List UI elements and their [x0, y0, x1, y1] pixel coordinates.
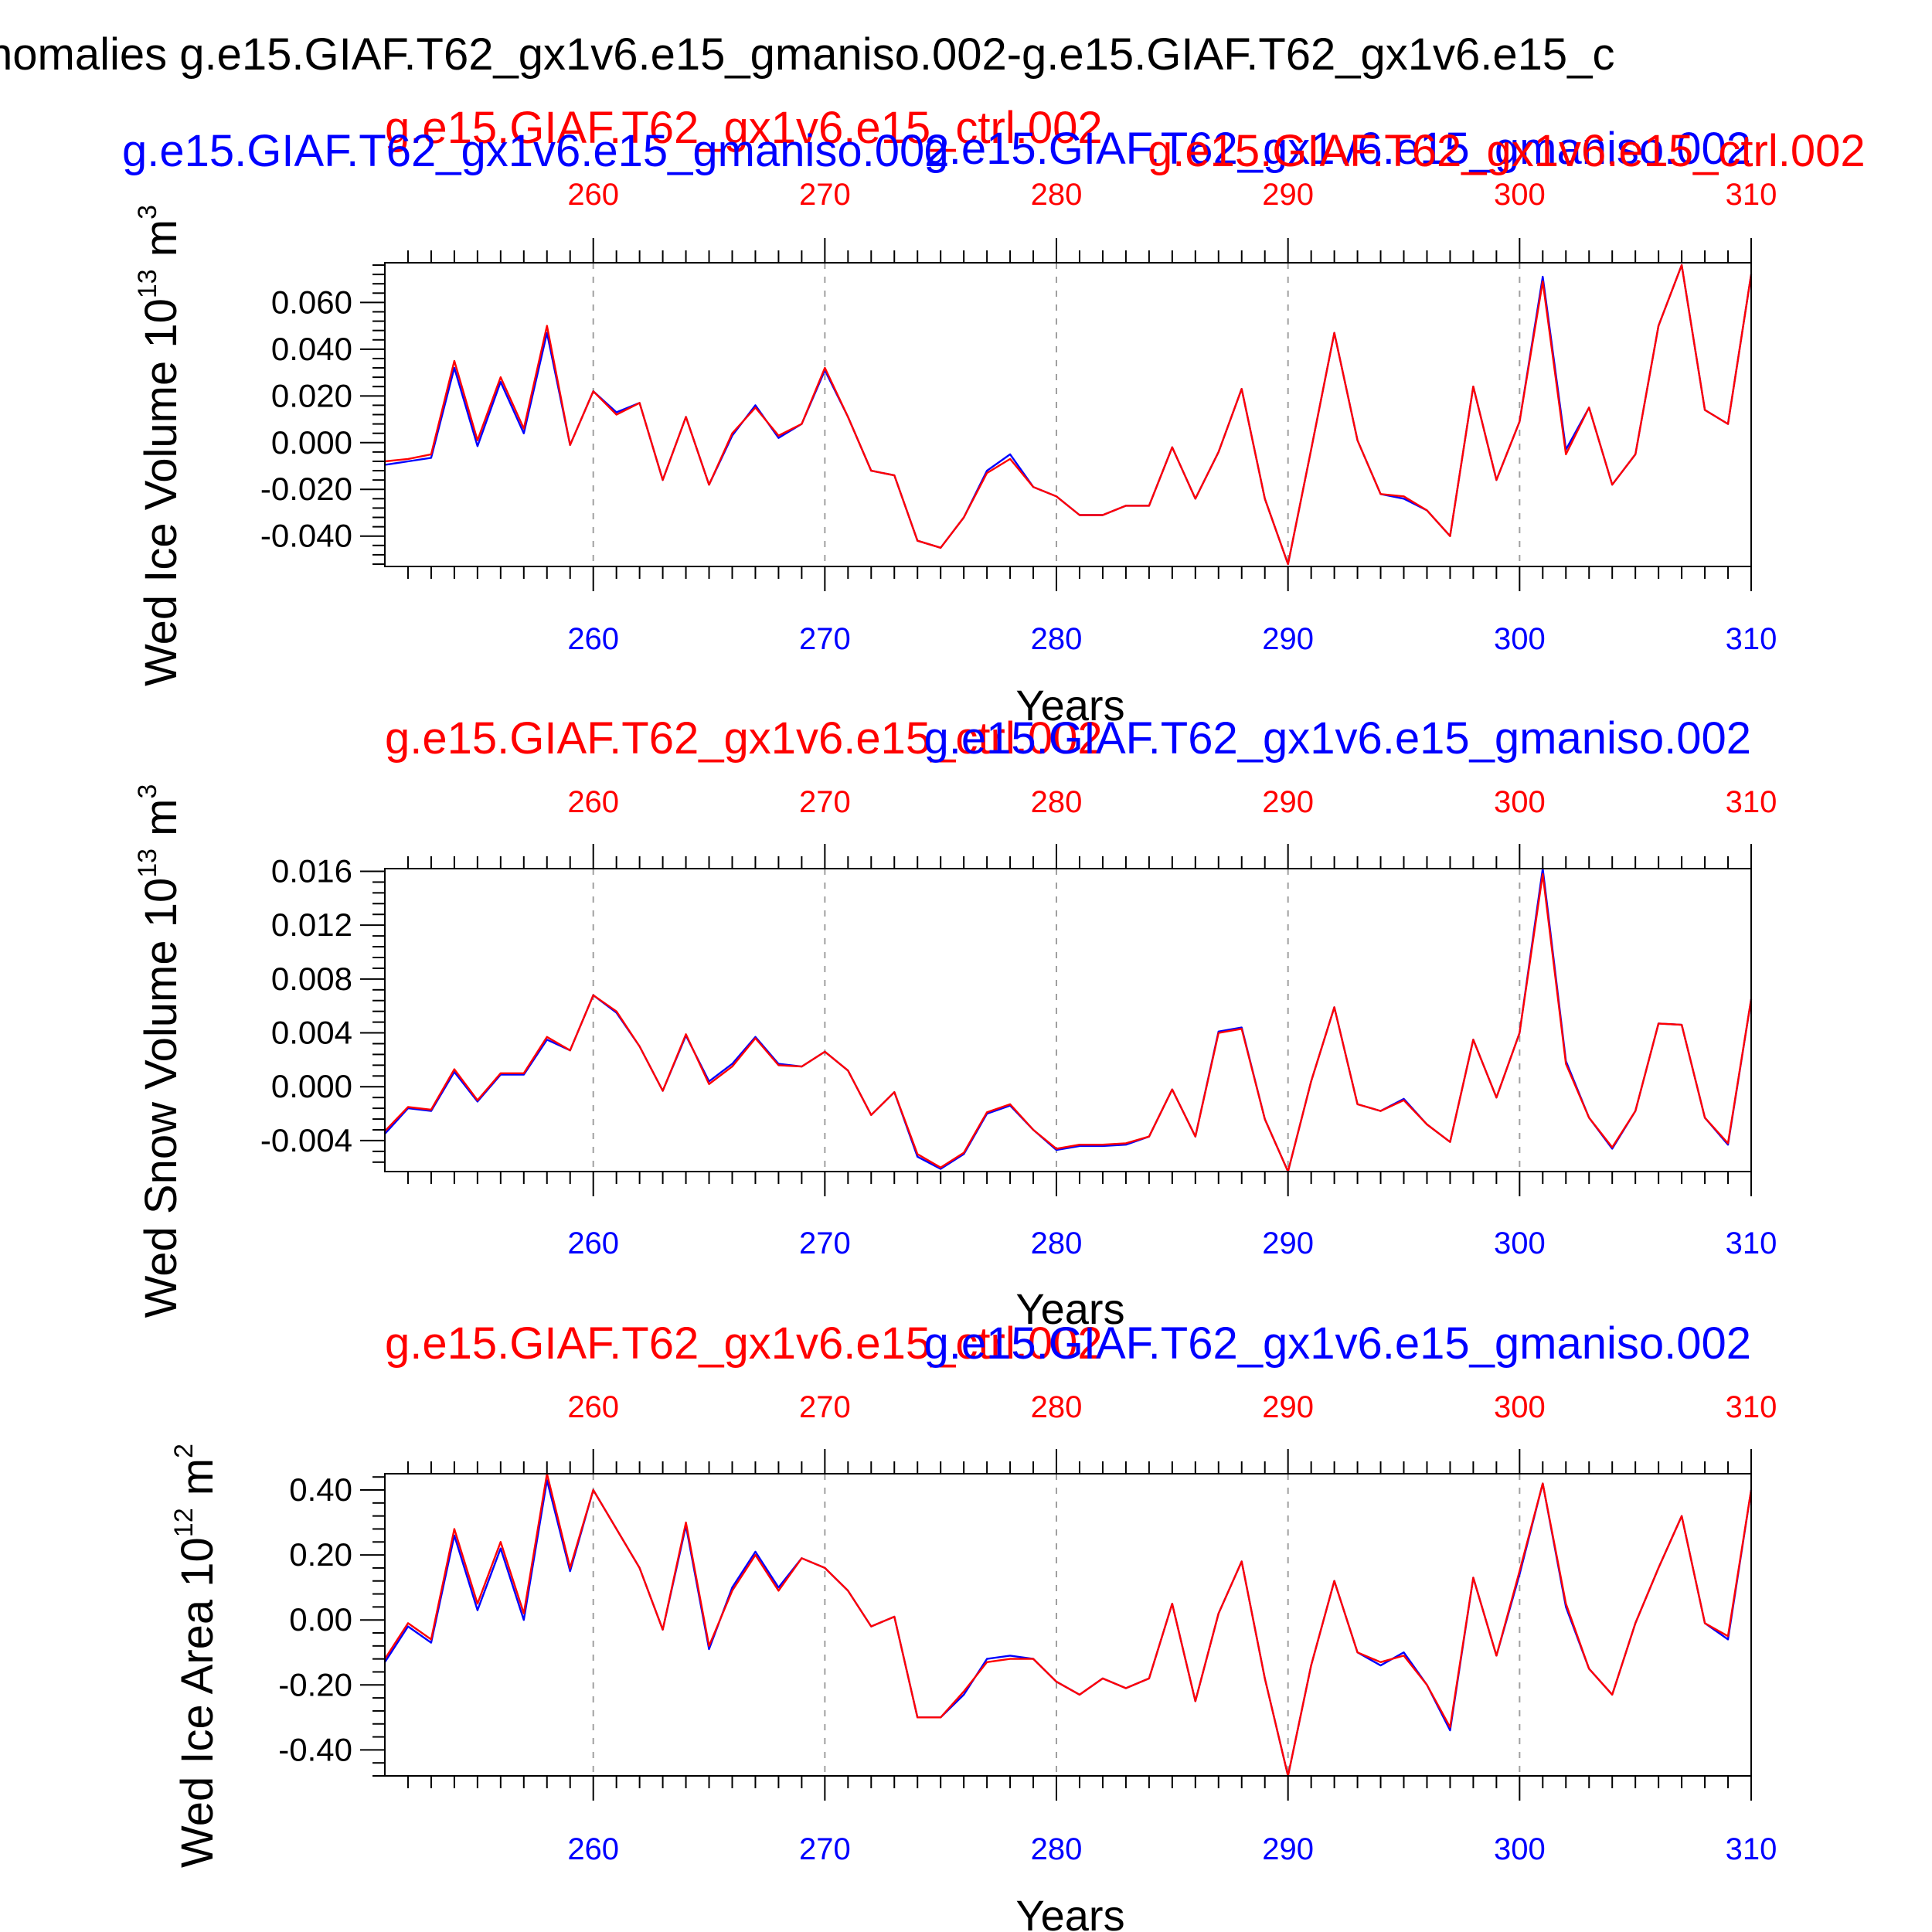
x-tick-label-top: 260: [567, 1390, 619, 1424]
x-tick-label-bottom: 300: [1494, 1832, 1546, 1866]
x-tick-label-top: 280: [1031, 1390, 1083, 1424]
y-label-unit-exponent: 2: [169, 1444, 199, 1458]
y-tick-label: 0.000: [271, 1068, 352, 1104]
y-tick-label: 0.008: [271, 961, 352, 997]
x-tick-label-top: 270: [799, 178, 851, 212]
plot-frame: [384, 1473, 1752, 1777]
x-axis-label: Years: [1015, 1891, 1124, 1932]
x-tick-label-bottom: 290: [1262, 1226, 1314, 1260]
x-tick-label-bottom: 290: [1262, 1832, 1314, 1866]
case-title-ctrl-extra: g.e15.GIAF.T62_gx1v6.e15_ctrl.002: [1148, 126, 1866, 176]
x-tick-label-top: 290: [1262, 785, 1314, 819]
x-tick-label-bottom: 260: [567, 1832, 619, 1866]
x-tick-label-top: 310: [1726, 1390, 1777, 1424]
x-tick-label-bottom: 280: [1031, 1832, 1083, 1866]
y-label-unit: m: [172, 1458, 223, 1508]
case-title-ctrl: g.e15.GIAF.T62_gx1v6.e15_ctrl.002: [385, 713, 1103, 764]
x-tick-label-top: 300: [1494, 178, 1546, 212]
x-tick-label-top: 290: [1262, 178, 1314, 212]
y-tick-label: -0.40: [278, 1731, 352, 1767]
y-axis-label: Wed Ice Area 1012 m2: [169, 1444, 223, 1868]
x-axis-label: Years: [1015, 1284, 1124, 1333]
y-tick-label: 0.20: [289, 1536, 352, 1573]
case-title-ctrl: g.e15.GIAF.T62_gx1v6.e15_ctrl.002: [385, 103, 1103, 153]
x-tick-label-top: 260: [567, 785, 619, 819]
x-tick-label-bottom: 270: [799, 622, 851, 656]
y-tick-label: -0.020: [260, 471, 352, 507]
y-tick-label: 0.004: [271, 1015, 352, 1051]
series-line-gmaniso: [384, 867, 1753, 1173]
x-tick-label-bottom: 270: [799, 1226, 851, 1260]
y-tick-label: 0.00: [289, 1601, 352, 1638]
y-label-text: Wed Snow Volume 10: [136, 878, 186, 1318]
panel-3: -0.40 -0.20 0.00 0.20 0.40 260 260 270 270 280 280…: [169, 1318, 1777, 1932]
y-label-exponent: 13: [133, 849, 162, 878]
panel-1: -0.040 -0.020 0.000 0.020 0.040 0.060 260 260 27…: [122, 103, 1866, 730]
x-tick-label-top: 260: [567, 178, 619, 212]
case-title-ctrl: g.e15.GIAF.T62_gx1v6.e15_ctrl.002: [385, 1318, 1103, 1369]
case-title-gmaniso-extra: g.e15.GIAF.T62_gx1v6.e15_gmaniso.002: [122, 126, 950, 176]
case-title-gmaniso: g.e15.GIAF.T62_gx1v6.e15_gmaniso.002: [923, 1318, 1751, 1369]
x-tick-label-top: 310: [1726, 178, 1777, 212]
plot-frame: [384, 868, 1752, 1172]
case-title-gmaniso: g.e15.GIAF.T62_gx1v6.e15_gmaniso.002: [923, 124, 1751, 174]
x-tick-label-bottom: 300: [1494, 1226, 1546, 1260]
y-axis-label: Wed Snow Volume 1013 m3: [133, 784, 186, 1318]
x-tick-label-top: 300: [1494, 1390, 1546, 1424]
y-tick-label: 0.016: [271, 852, 352, 889]
series-line-ctrl: [384, 872, 1753, 1173]
x-tick-label-top: 280: [1031, 785, 1083, 819]
y-tick-label: 0.000: [271, 424, 352, 461]
y-axis-label: Wed Ice Volume 1013 m3: [133, 205, 186, 686]
x-tick-label-top: 290: [1262, 1390, 1314, 1424]
y-label-unit-exponent: 3: [133, 784, 162, 799]
x-tick-label-bottom: 260: [567, 1226, 619, 1260]
x-tick-label-bottom: 260: [567, 622, 619, 656]
x-tick-label-bottom: 270: [799, 1832, 851, 1866]
series-line-ctrl: [383, 1472, 1753, 1777]
y-tick-label: -0.004: [260, 1122, 352, 1158]
x-tick-label-bottom: 300: [1494, 622, 1546, 656]
y-label-unit: m: [136, 219, 186, 269]
y-tick-label: 0.40: [289, 1471, 352, 1508]
x-tick-label-bottom: 310: [1726, 1832, 1777, 1866]
panel-2: -0.004 0.000 0.004 0.008 0.012 0.016 260 260 270…: [133, 713, 1777, 1333]
x-tick-label-top: 280: [1031, 178, 1083, 212]
series-line-ctrl: [384, 264, 1753, 566]
y-label-text: Wed Ice Area 10: [172, 1537, 223, 1868]
y-label-exponent: 12: [169, 1508, 199, 1537]
x-tick-label-bottom: 290: [1262, 622, 1314, 656]
y-tick-label: -0.20: [278, 1666, 352, 1702]
series-line-gmaniso: [383, 1479, 1753, 1777]
y-label-unit-exponent: 3: [133, 205, 162, 219]
case-title-gmaniso: g.e15.GIAF.T62_gx1v6.e15_gmaniso.002: [923, 713, 1751, 764]
x-tick-label-bottom: 310: [1726, 1226, 1777, 1260]
y-tick-label: 0.040: [271, 331, 352, 367]
y-tick-label: 0.020: [271, 377, 352, 413]
y-label-unit: m: [136, 799, 186, 849]
y-tick-label: 0.012: [271, 906, 352, 943]
x-tick-label-bottom: 310: [1726, 622, 1777, 656]
y-label-exponent: 13: [133, 269, 162, 298]
y-tick-label: 0.060: [271, 284, 352, 320]
x-axis-label: Years: [1015, 681, 1124, 730]
x-tick-label-top: 270: [799, 785, 851, 819]
x-tick-label-top: 300: [1494, 785, 1546, 819]
figure-title: nomalies g.e15.GIAF.T62_gx1v6.e15_gmanis…: [0, 29, 1614, 80]
x-tick-label-bottom: 280: [1031, 1226, 1083, 1260]
x-tick-label-top: 270: [799, 1390, 851, 1424]
x-tick-label-top: 310: [1726, 785, 1777, 819]
y-tick-label: -0.040: [260, 518, 352, 554]
y-label-text: Wed Ice Volume 10: [136, 298, 186, 686]
x-tick-label-bottom: 280: [1031, 622, 1083, 656]
